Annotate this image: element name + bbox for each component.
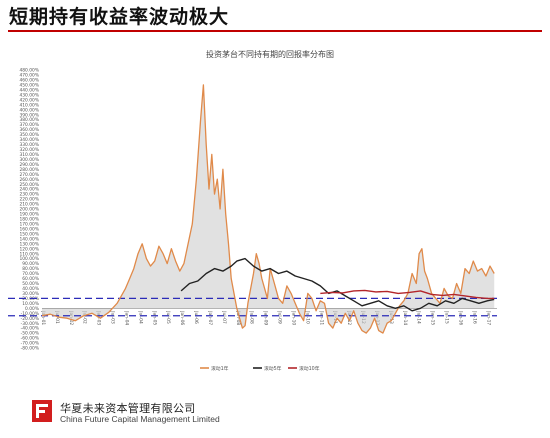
y-tick-label: 200.00% — [19, 207, 39, 213]
y-tick-label: 290.00% — [19, 162, 39, 168]
x-tick-label: Jul-06 — [193, 310, 199, 324]
y-tick-label: 100.00% — [19, 256, 39, 262]
y-tick-label: 370.00% — [19, 122, 39, 128]
y-tick-label: 420.00% — [19, 97, 39, 103]
y-tick-label: 390.00% — [19, 112, 39, 118]
series-1y-area — [42, 84, 495, 334]
chart: 投资茅台不同持有期的回报率分布图 -80.00%-70.00%-60.00%-5… — [8, 49, 497, 372]
y-tick-label: 440.00% — [19, 87, 39, 93]
y-tick-label: 10.00% — [22, 301, 39, 307]
company-logo-icon — [32, 400, 52, 422]
legend-label: 滚动1年 — [211, 365, 229, 372]
y-tick-label: 470.00% — [19, 73, 39, 79]
x-tick-label: Jul-07 — [221, 310, 227, 324]
y-tick-label: 380.00% — [19, 117, 39, 123]
y-tick-label: 60.00% — [22, 276, 39, 282]
company-name-cn: 华夏未来资本管理有限公司 — [60, 402, 196, 415]
y-tick-label: 40.00% — [22, 286, 39, 292]
company-name-en: China Future Capital Management Limited — [60, 414, 220, 424]
plot-area — [8, 84, 497, 334]
x-tick-label: Jan-09 — [263, 310, 269, 325]
y-tick-label: 50.00% — [22, 281, 39, 287]
x-tick-label: Jul-03 — [110, 310, 116, 324]
series-5y-line — [180, 257, 495, 312]
y-tick-label: 240.00% — [19, 187, 39, 193]
y-tick-label: 360.00% — [19, 127, 39, 133]
y-tick-label: 400.00% — [19, 107, 39, 113]
y-axis: -80.00%-70.00%-60.00%-50.00%-40.00%-30.0… — [19, 68, 39, 352]
x-tick-label: Jan-10 — [290, 310, 296, 325]
y-tick-label: 0.00% — [25, 306, 39, 312]
y-tick-label: 140.00% — [19, 236, 39, 242]
x-tick-label: Jul-02 — [82, 310, 88, 324]
y-tick-label: 320.00% — [19, 147, 39, 153]
y-tick-label: 300.00% — [19, 157, 39, 163]
y-tick-label: 480.00% — [19, 68, 39, 74]
y-tick-label: 450.00% — [19, 82, 39, 88]
y-tick-label: 30.00% — [22, 291, 39, 297]
x-tick-label: Jan-06 — [179, 310, 185, 325]
y-tick-label: 280.00% — [19, 167, 39, 173]
x-tick-label: Jul-05 — [165, 310, 171, 324]
x-tick-label: Jan-05 — [151, 310, 157, 325]
y-tick-label: 150.00% — [19, 231, 39, 237]
y-tick-label: 210.00% — [19, 202, 39, 208]
y-tick-label: 80.00% — [22, 266, 39, 272]
x-tick-label: Jan-04 — [123, 310, 129, 325]
title-underline — [8, 30, 542, 32]
y-tick-label: 170.00% — [19, 221, 39, 227]
y-tick-label: 70.00% — [22, 271, 39, 277]
x-tick-label: Jan-07 — [207, 310, 213, 325]
series-1y-line — [41, 84, 495, 334]
y-tick-label: -50.00% — [21, 331, 39, 337]
y-tick-label: -40.00% — [21, 326, 39, 332]
y-tick-label: 230.00% — [19, 192, 39, 198]
y-tick-label: 220.00% — [19, 197, 39, 203]
y-tick-label: 330.00% — [19, 142, 39, 148]
y-tick-label: 350.00% — [19, 132, 39, 138]
y-tick-label: 190.00% — [19, 212, 39, 218]
y-tick-label: 120.00% — [19, 246, 39, 252]
y-tick-label: -30.00% — [21, 321, 39, 327]
y-tick-label: 130.00% — [19, 241, 39, 247]
y-tick-label: 460.00% — [19, 78, 39, 84]
chart-title: 投资茅台不同持有期的回报率分布图 — [206, 49, 334, 59]
x-tick-label: Jul-14 — [416, 310, 422, 324]
y-tick-label: 430.00% — [19, 92, 39, 98]
y-tick-label: 250.00% — [19, 182, 39, 188]
x-tick-label: Jan-17 — [485, 310, 491, 325]
y-tick-label: 90.00% — [22, 261, 39, 267]
y-tick-label: -10.00% — [21, 311, 39, 317]
x-tick-label: Jul-09 — [277, 310, 283, 324]
y-tick-label: 260.00% — [19, 177, 39, 183]
x-tick-label: Jul-04 — [137, 310, 143, 324]
x-tick-label: Jan-16 — [457, 310, 463, 325]
legend: 滚动1年 滚动5年 滚动10年 — [200, 365, 320, 372]
legend-label: 滚动5年 — [264, 365, 282, 372]
y-tick-label: -70.00% — [21, 341, 39, 347]
x-tick-label: Jul-10 — [304, 310, 310, 324]
y-tick-label: 340.00% — [19, 137, 39, 143]
x-tick-label: Jan-11 — [318, 310, 324, 325]
y-tick-label: 110.00% — [19, 251, 39, 257]
legend-label: 滚动10年 — [299, 365, 320, 372]
x-tick-label: Jan-14 — [402, 310, 408, 325]
page-title: 短期持有收益率波动极大 — [9, 6, 230, 28]
y-tick-label: 310.00% — [19, 152, 39, 158]
x-tick-label: Jul-08 — [249, 310, 255, 324]
x-tick-label: Jan-15 — [430, 310, 436, 325]
y-tick-label: 180.00% — [19, 217, 39, 223]
x-tick-label: Jan-08 — [235, 310, 241, 325]
y-tick-label: 270.00% — [19, 172, 39, 178]
x-tick-label: Jan-01 — [40, 310, 46, 325]
y-tick-label: -20.00% — [21, 316, 39, 322]
x-tick-label: Jul-15 — [444, 310, 450, 324]
x-tick-label: Jul-16 — [471, 310, 477, 324]
y-tick-label: 410.00% — [19, 102, 39, 108]
series-10y-line — [320, 289, 495, 300]
y-tick-label: 160.00% — [19, 226, 39, 232]
y-tick-label: -80.00% — [21, 346, 39, 352]
y-tick-label: -60.00% — [21, 336, 39, 342]
